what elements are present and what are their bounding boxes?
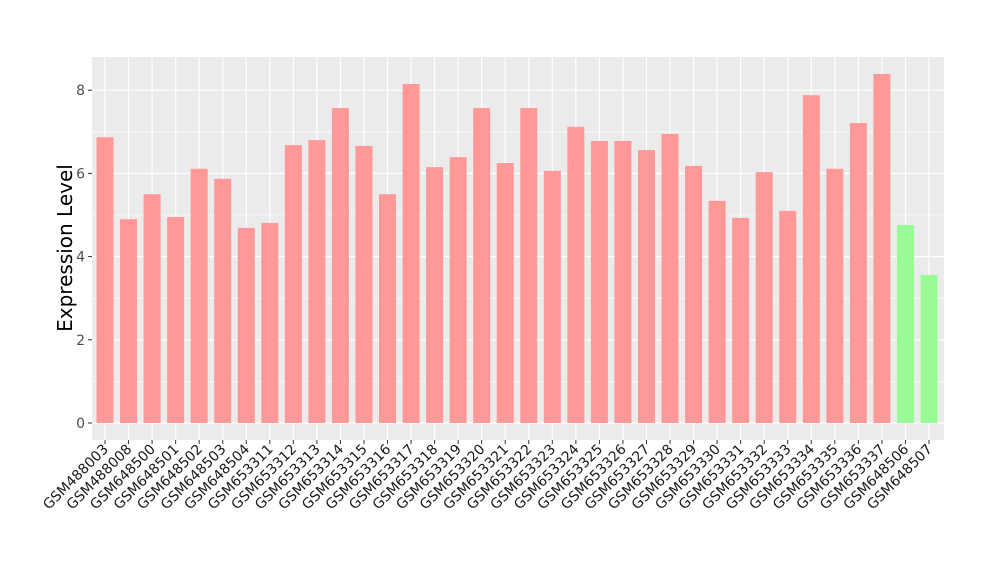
bar-GSM653326 (614, 140, 632, 423)
bar-GSM653330 (708, 200, 726, 423)
bar-GSM653334 (802, 95, 820, 423)
y-tick-label: 2 (76, 333, 85, 349)
bar-GSM648500 (143, 194, 161, 423)
bar-GSM653325 (590, 140, 608, 423)
y-tick-label: 6 (76, 166, 85, 182)
bar-GSM653314 (331, 108, 349, 423)
bar-GSM653311 (261, 222, 279, 423)
bar-GSM648503 (214, 178, 232, 423)
bar-GSM653317 (402, 83, 420, 424)
bar-GSM653331 (732, 217, 750, 423)
y-axis: 0 2 4 6 8 (76, 83, 92, 432)
bar-GSM648506 (896, 224, 914, 423)
bar-GSM653316 (379, 194, 397, 423)
bar-GSM653327 (637, 150, 655, 423)
x-axis: GSM488003GSM488008GSM648500GSM648501GSM6… (40, 440, 936, 513)
bar-GSM653336 (849, 123, 867, 424)
bar-GSM653318 (426, 167, 444, 423)
bar-GSM648504 (237, 227, 255, 423)
bar-GSM653320 (473, 108, 491, 423)
bar-GSM648507 (920, 274, 938, 423)
bar-GSM653323 (543, 170, 561, 423)
bar-GSM653315 (355, 145, 373, 423)
bar-GSM653321 (496, 163, 514, 423)
bar-GSM653337 (873, 73, 891, 423)
y-tick-label: 4 (76, 250, 85, 266)
y-tick-label: 8 (76, 83, 85, 99)
bar-GSM488003 (96, 137, 114, 423)
bar-GSM653313 (308, 140, 326, 423)
bar-GSM653322 (520, 108, 538, 423)
bar-GSM653324 (567, 126, 585, 424)
bar-GSM653335 (826, 168, 844, 423)
bars (96, 73, 938, 424)
bar-GSM653329 (685, 165, 703, 424)
bar-GSM653328 (661, 133, 679, 423)
y-tick-label: 0 (76, 416, 85, 432)
bar-GSM653332 (755, 172, 773, 423)
y-axis-label: Expression Level (53, 164, 77, 332)
bar-GSM653333 (779, 210, 797, 423)
bar-GSM488008 (120, 219, 138, 423)
bar-GSM648501 (167, 217, 185, 423)
bar-GSM648502 (190, 168, 208, 423)
bar-GSM653312 (284, 145, 302, 423)
bar-GSM653319 (449, 157, 467, 423)
plot-panel (92, 57, 944, 440)
